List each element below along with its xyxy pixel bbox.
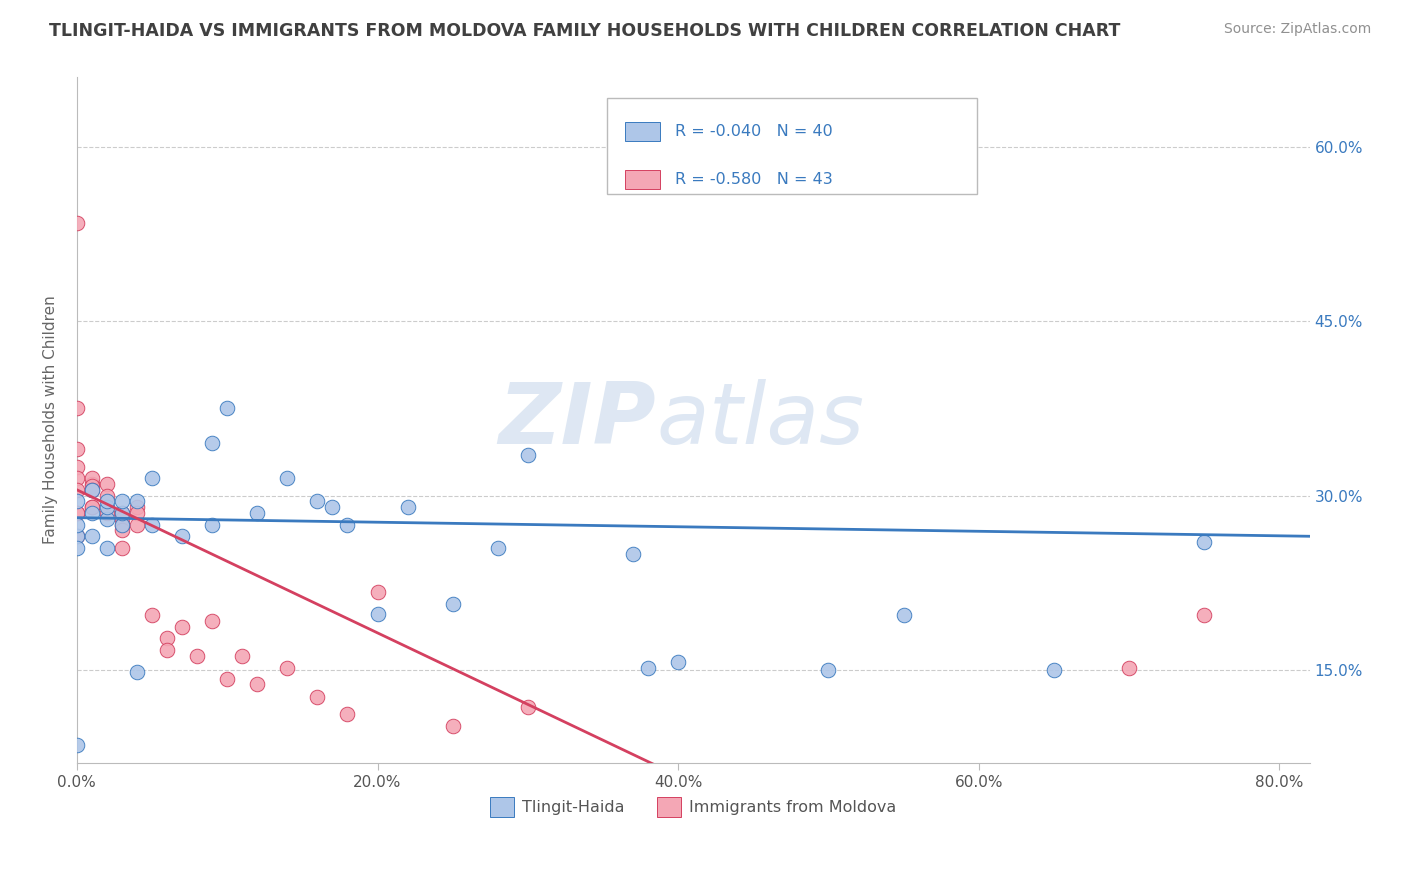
Point — [111, 506, 134, 520]
Point — [621, 547, 644, 561]
Point — [666, 655, 689, 669]
Point — [1118, 660, 1140, 674]
Point — [156, 632, 179, 646]
Point — [125, 665, 148, 680]
Point — [66, 471, 89, 485]
Point — [80, 483, 103, 497]
Point — [217, 401, 239, 416]
Point — [321, 500, 343, 515]
Point — [516, 700, 538, 714]
Point — [817, 663, 839, 677]
Point — [172, 529, 194, 543]
Point — [66, 517, 89, 532]
Point — [125, 506, 148, 520]
Point — [276, 660, 298, 674]
Point — [96, 477, 118, 491]
Point — [66, 459, 89, 474]
Point — [80, 500, 103, 515]
Point — [367, 607, 389, 621]
Point — [111, 541, 134, 555]
Point — [246, 677, 269, 691]
Text: R = -0.580   N = 43: R = -0.580 N = 43 — [675, 172, 832, 187]
Point — [125, 500, 148, 515]
Text: R = -0.040   N = 40: R = -0.040 N = 40 — [675, 124, 832, 139]
Point — [66, 494, 89, 508]
Point — [80, 529, 103, 543]
Point — [111, 512, 134, 526]
Point — [141, 608, 163, 623]
FancyBboxPatch shape — [626, 170, 659, 189]
Point — [96, 494, 118, 508]
FancyBboxPatch shape — [607, 98, 977, 194]
Point — [111, 524, 134, 538]
Text: atlas: atlas — [657, 378, 865, 462]
Point — [80, 479, 103, 493]
Point — [441, 597, 464, 611]
Point — [1043, 663, 1066, 677]
Point — [1194, 535, 1216, 549]
Text: TLINGIT-HAIDA VS IMMIGRANTS FROM MOLDOVA FAMILY HOUSEHOLDS WITH CHILDREN CORRELA: TLINGIT-HAIDA VS IMMIGRANTS FROM MOLDOVA… — [49, 22, 1121, 40]
Point — [637, 660, 659, 674]
Legend: Tlingit-Haida, Immigrants from Moldova: Tlingit-Haida, Immigrants from Moldova — [484, 791, 903, 823]
Point — [156, 643, 179, 657]
Point — [516, 448, 538, 462]
Point — [66, 401, 89, 416]
Point — [141, 471, 163, 485]
Point — [80, 500, 103, 515]
Point — [111, 517, 134, 532]
Point — [66, 739, 89, 753]
Point — [217, 672, 239, 686]
Point — [336, 517, 359, 532]
Point — [66, 529, 89, 543]
Point — [66, 506, 89, 520]
Point — [66, 541, 89, 555]
Point — [231, 648, 253, 663]
Point — [66, 483, 89, 497]
Point — [66, 442, 89, 457]
Point — [96, 512, 118, 526]
Point — [1194, 608, 1216, 623]
Point — [201, 436, 224, 450]
Point — [276, 471, 298, 485]
Point — [367, 585, 389, 599]
Y-axis label: Family Households with Children: Family Households with Children — [44, 296, 58, 544]
Point — [336, 706, 359, 721]
Point — [201, 517, 224, 532]
Point — [441, 718, 464, 732]
Text: Source: ZipAtlas.com: Source: ZipAtlas.com — [1223, 22, 1371, 37]
FancyBboxPatch shape — [626, 122, 659, 141]
Point — [96, 489, 118, 503]
Point — [172, 620, 194, 634]
Point — [893, 608, 915, 623]
Point — [111, 517, 134, 532]
Point — [307, 494, 329, 508]
Point — [486, 541, 509, 555]
Point — [96, 506, 118, 520]
Point — [66, 529, 89, 543]
Point — [111, 506, 134, 520]
Point — [66, 506, 89, 520]
Point — [96, 500, 118, 515]
Point — [246, 506, 269, 520]
Text: ZIP: ZIP — [499, 378, 657, 462]
Point — [80, 506, 103, 520]
Point — [396, 500, 419, 515]
Point — [186, 648, 208, 663]
Point — [111, 494, 134, 508]
Point — [80, 477, 103, 491]
Point — [125, 517, 148, 532]
Point — [80, 471, 103, 485]
Point — [80, 483, 103, 497]
Point — [141, 517, 163, 532]
Point — [307, 690, 329, 704]
Point — [125, 494, 148, 508]
Point — [66, 216, 89, 230]
Point — [96, 541, 118, 555]
Point — [201, 614, 224, 628]
